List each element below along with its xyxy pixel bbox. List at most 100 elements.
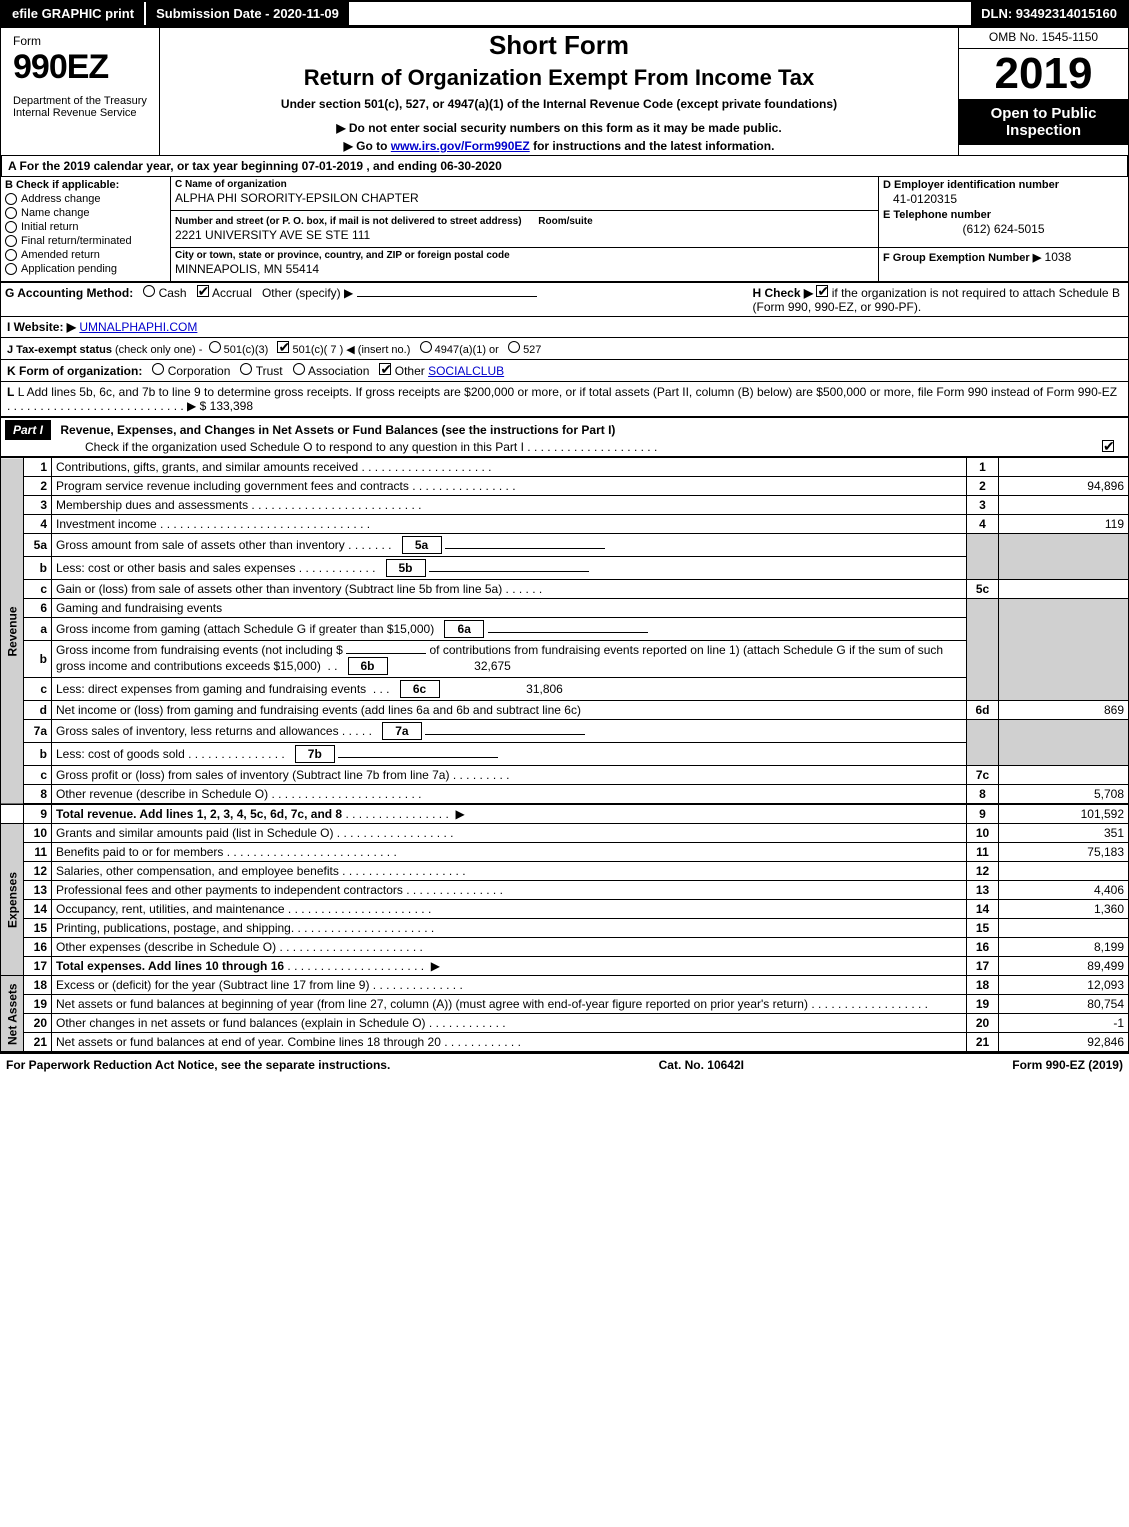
ln3-num: 3 (24, 496, 52, 515)
lbl-address-change: Address change (21, 193, 101, 205)
section-l: L L Add lines 5b, 6c, and 7b to line 9 t… (0, 382, 1129, 417)
chk-501c3[interactable] (209, 341, 221, 353)
ln2-text: Program service revenue including govern… (52, 477, 967, 496)
efile-print-button[interactable]: efile GRAPHIC print (2, 2, 146, 25)
d-ein-val: 41-0120315 (883, 191, 1124, 209)
ln6b-num: b (24, 641, 52, 678)
chk-amended-return[interactable] (5, 249, 17, 261)
dept-label: Department of the Treasury (13, 95, 147, 107)
part1-header: Part I Revenue, Expenses, and Changes in… (0, 417, 1129, 457)
ln7c-text: Gross profit or (loss) from sales of inv… (52, 766, 967, 785)
ln18-text: Excess or (deficit) for the year (Subtra… (52, 976, 967, 995)
j-note: (check only one) - (115, 344, 202, 356)
dept-treasury: Department of the Treasury Internal Reve… (5, 91, 155, 123)
open-to-public: Open to Public Inspection (959, 99, 1128, 145)
ln5a-mini: 5a (402, 536, 442, 554)
ln7a-text: Gross sales of inventory, less returns a… (52, 720, 967, 743)
footer-form: Form 990-EZ (2019) (1012, 1058, 1123, 1072)
ln19-amt: 80,754 (999, 995, 1129, 1014)
chk-application-pending[interactable] (5, 263, 17, 275)
ln2-num: 2 (24, 477, 52, 496)
ln17-amt: 89,499 (999, 957, 1129, 976)
ln17-text: Total expenses. Add lines 10 through 16 … (52, 957, 967, 976)
b-title: B Check if applicable: (5, 179, 166, 191)
ln14-box: 14 (967, 900, 999, 919)
other-org-val[interactable]: SOCIALCLUB (428, 364, 504, 378)
ln11-num: 11 (24, 843, 52, 862)
ln17-num: 17 (24, 957, 52, 976)
tab-net-assets: Net Assets (1, 976, 24, 1052)
ln11-text: Benefits paid to or for members . . . . … (52, 843, 967, 862)
section-c-name: C Name of organization ALPHA PHI SORORIT… (171, 177, 879, 211)
ln6a-text: Gross income from gaming (attach Schedul… (52, 618, 967, 641)
section-c-street: Number and street (or P. O. box, if mail… (171, 211, 879, 248)
lbl-other-org: Other (395, 364, 425, 378)
goto-post: for instructions and the latest informat… (530, 139, 775, 153)
ln11-amt: 75,183 (999, 843, 1129, 862)
chk-corp[interactable] (152, 363, 164, 375)
c-city-val: MINNEAPOLIS, MN 55414 (175, 261, 874, 279)
ln6-text: Gaming and fundraising events (52, 599, 967, 618)
chk-trust[interactable] (240, 363, 252, 375)
l-val: 133,398 (210, 399, 253, 413)
lbl-assoc: Association (308, 364, 369, 378)
ln9-amt: 101,592 (999, 804, 1129, 824)
ln4-text: Investment income . . . . . . . . . . . … (52, 515, 967, 534)
c-name-lbl: C Name of organization (175, 179, 874, 190)
chk-cash[interactable] (143, 285, 155, 297)
ln6b-val: 32,675 (391, 659, 511, 673)
ln7c-box: 7c (967, 766, 999, 785)
chk-4947[interactable] (420, 341, 432, 353)
chk-name-change[interactable] (5, 207, 17, 219)
e-phone-val: (612) 624-5015 (883, 221, 1124, 239)
ln4-box: 4 (967, 515, 999, 534)
lbl-final-return: Final return/terminated (21, 235, 132, 247)
chk-accrual[interactable] (197, 285, 209, 297)
part1-grid: Revenue 1 Contributions, gifts, grants, … (0, 457, 1129, 1052)
chk-initial-return[interactable] (5, 221, 17, 233)
website-link[interactable]: UMNALPHAPHI.COM (79, 320, 197, 334)
lbl-corp: Corporation (168, 364, 231, 378)
ln10-amt: 351 (999, 824, 1129, 843)
chk-527[interactable] (508, 341, 520, 353)
part1-checknote: Check if the organization used Schedule … (5, 440, 524, 454)
ln18-box: 18 (967, 976, 999, 995)
ln13-amt: 4,406 (999, 881, 1129, 900)
ln4-num: 4 (24, 515, 52, 534)
ln9-box: 9 (967, 804, 999, 824)
chk-schedule-o-part1[interactable] (1102, 440, 1114, 452)
ln7b-num: b (24, 743, 52, 766)
chk-501c[interactable] (277, 341, 289, 353)
ln3-text: Membership dues and assessments . . . . … (52, 496, 967, 515)
ln15-box: 15 (967, 919, 999, 938)
chk-assoc[interactable] (293, 363, 305, 375)
footer-cat: Cat. No. 10642I (659, 1058, 744, 1072)
ln2-box: 2 (967, 477, 999, 496)
irs-link[interactable]: www.irs.gov/Form990EZ (391, 139, 530, 153)
e-phone-lbl: E Telephone number (883, 209, 1124, 221)
lbl-501c: 501(c)( 7 ) ◀ (insert no.) (293, 344, 411, 356)
form-number: 990EZ (13, 48, 147, 87)
ln20-box: 20 (967, 1014, 999, 1033)
ln1-text: Contributions, gifts, grants, and simila… (52, 458, 967, 477)
section-b-checks: B Check if applicable: Address change Na… (1, 177, 171, 282)
chk-schedule-b[interactable] (816, 285, 828, 297)
ln21-box: 21 (967, 1033, 999, 1052)
chk-other-org[interactable] (379, 363, 391, 375)
ln2-amt: 94,896 (999, 477, 1129, 496)
ln11-box: 11 (967, 843, 999, 862)
ln12-amt (999, 862, 1129, 881)
ln6d-num: d (24, 701, 52, 720)
ln8-num: 8 (24, 785, 52, 805)
ln1-amt (999, 458, 1129, 477)
ln5b-num: b (24, 557, 52, 580)
lbl-cash: Cash (159, 286, 187, 300)
ln5b-text: Less: cost or other basis and sales expe… (52, 557, 967, 580)
chk-address-change[interactable] (5, 193, 17, 205)
ln1-box: 1 (967, 458, 999, 477)
ln14-num: 14 (24, 900, 52, 919)
chk-final-return[interactable] (5, 235, 17, 247)
ln6c-text: Less: direct expenses from gaming and fu… (52, 678, 967, 701)
dln: DLN: 93492314015160 (971, 2, 1127, 25)
title-sub: Under section 501(c), 527, or 4947(a)(1)… (164, 97, 954, 111)
